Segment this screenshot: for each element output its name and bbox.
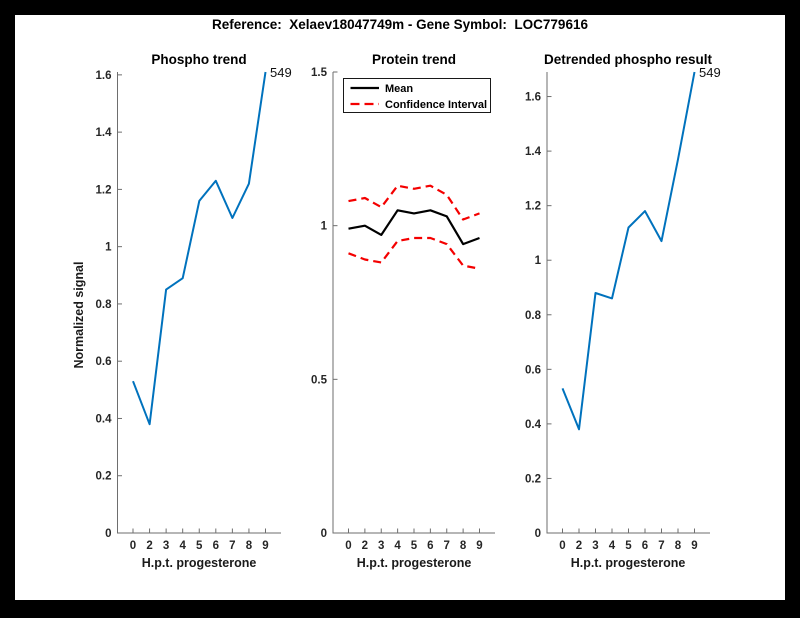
y-tick-label: 1.4 [525, 146, 542, 158]
y-tick-label: 1 [535, 255, 542, 267]
legend: Mean Confidence Interval [343, 78, 491, 113]
x-tick-label: 9 [476, 540, 482, 552]
x-tick-label: 3 [592, 540, 598, 552]
x-tick-label: 2 [576, 540, 582, 552]
x-tick-label: 9 [262, 540, 268, 552]
y-tick-label: 0.4 [525, 419, 542, 431]
y-tick-label: 1.6 [96, 70, 112, 82]
y-tick-label: 0 [535, 528, 541, 540]
series-line [561, 71, 696, 431]
y-tick-label: 0 [321, 528, 327, 540]
y-tick-label: 1 [321, 221, 328, 233]
x-tick-label: 8 [246, 540, 253, 552]
y-tick-label: 1.2 [525, 201, 541, 213]
x-tick-label: 0 [345, 540, 351, 552]
annotation-549-detrended: 549 [699, 65, 721, 80]
series-line [348, 184, 480, 221]
x-tick-label: 7 [658, 540, 664, 552]
subplot-phospho-trend: 00.20.40.60.811.21.41.60 2 3 4 5 6 7 8 9 [96, 70, 281, 552]
y-tick-label: 1 [105, 242, 112, 254]
x-tick-label: 7 [229, 540, 235, 552]
x-axis-label-3: H.p.t. progesterone [571, 556, 686, 570]
x-tick-label: 7 [444, 540, 450, 552]
x-tick-label: 2 [146, 540, 152, 552]
annotation-549-phospho: 549 [270, 65, 292, 80]
x-axis-label-2: H.p.t. progesterone [357, 556, 472, 570]
y-axis-label: Normalized signal [72, 262, 86, 369]
x-tick-label: 5 [411, 540, 418, 552]
x-tick-label: 4 [609, 540, 616, 552]
subplot-protein-trend: 00.511.50 2 3 4 5 6 7 8 9 [311, 67, 495, 552]
y-tick-label: 0.2 [96, 471, 112, 483]
y-tick-label: 0.8 [525, 310, 542, 322]
x-tick-label: 4 [179, 540, 186, 552]
y-tick-label: 0.6 [96, 356, 112, 368]
x-tick-label: 3 [163, 540, 169, 552]
x-tick-label: 6 [642, 540, 648, 552]
x-tick-label: 5 [625, 540, 632, 552]
x-tick-label: 2 [362, 540, 368, 552]
y-tick-label: 1.4 [96, 127, 113, 139]
x-tick-label: 9 [691, 540, 697, 552]
legend-ci-label: Confidence Interval [385, 99, 487, 111]
legend-mean-label: Mean [385, 83, 413, 95]
subplot-title-detrended: Detrended phospho result [544, 52, 713, 67]
series-line [132, 71, 267, 426]
legend-box [343, 78, 491, 113]
x-tick-label: 5 [196, 540, 203, 552]
x-tick-label: 0 [559, 540, 565, 552]
x-tick-label: 4 [394, 540, 401, 552]
x-tick-label: 8 [460, 540, 467, 552]
y-tick-label: 0 [105, 528, 111, 540]
y-tick-label: 0.8 [96, 299, 113, 311]
series-line [348, 209, 480, 246]
y-tick-label: 0.2 [525, 473, 541, 485]
y-tick-label: 0.5 [311, 374, 328, 386]
y-tick-label: 0.4 [96, 413, 113, 425]
subplot-title-phospho: Phospho trend [151, 52, 246, 67]
subplot-detrended-phospho: 00.20.40.60.811.21.41.60 2 3 4 5 6 7 8 9 [525, 71, 710, 552]
subplot-title-protein: Protein trend [372, 52, 456, 67]
x-tick-label: 0 [130, 540, 136, 552]
y-tick-label: 1.5 [311, 67, 328, 79]
x-tick-label: 3 [378, 540, 384, 552]
x-axis-label-1: H.p.t. progesterone [142, 556, 257, 570]
x-tick-label: 6 [213, 540, 219, 552]
y-tick-label: 1.2 [96, 184, 112, 196]
y-tick-label: 0.6 [525, 364, 541, 376]
x-tick-label: 6 [427, 540, 433, 552]
figure-title: Reference: Xelaev18047749m - Gene Symbol… [212, 17, 588, 32]
x-tick-label: 8 [675, 540, 682, 552]
y-tick-label: 1.6 [525, 92, 541, 104]
